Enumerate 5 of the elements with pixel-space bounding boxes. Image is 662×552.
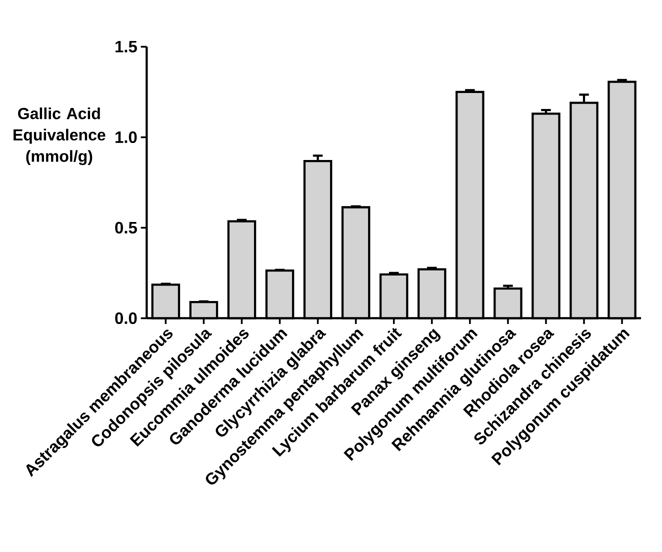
y-tick-label: 1.5 xyxy=(116,41,137,53)
y-axis-title: Gallic Acid Equivalence (mmol/g) xyxy=(14,108,106,166)
y-tick-label: 1.0 xyxy=(116,131,137,144)
y-tick-label: 0.0 xyxy=(115,312,137,324)
y-tick-label: 0.5 xyxy=(115,222,137,234)
